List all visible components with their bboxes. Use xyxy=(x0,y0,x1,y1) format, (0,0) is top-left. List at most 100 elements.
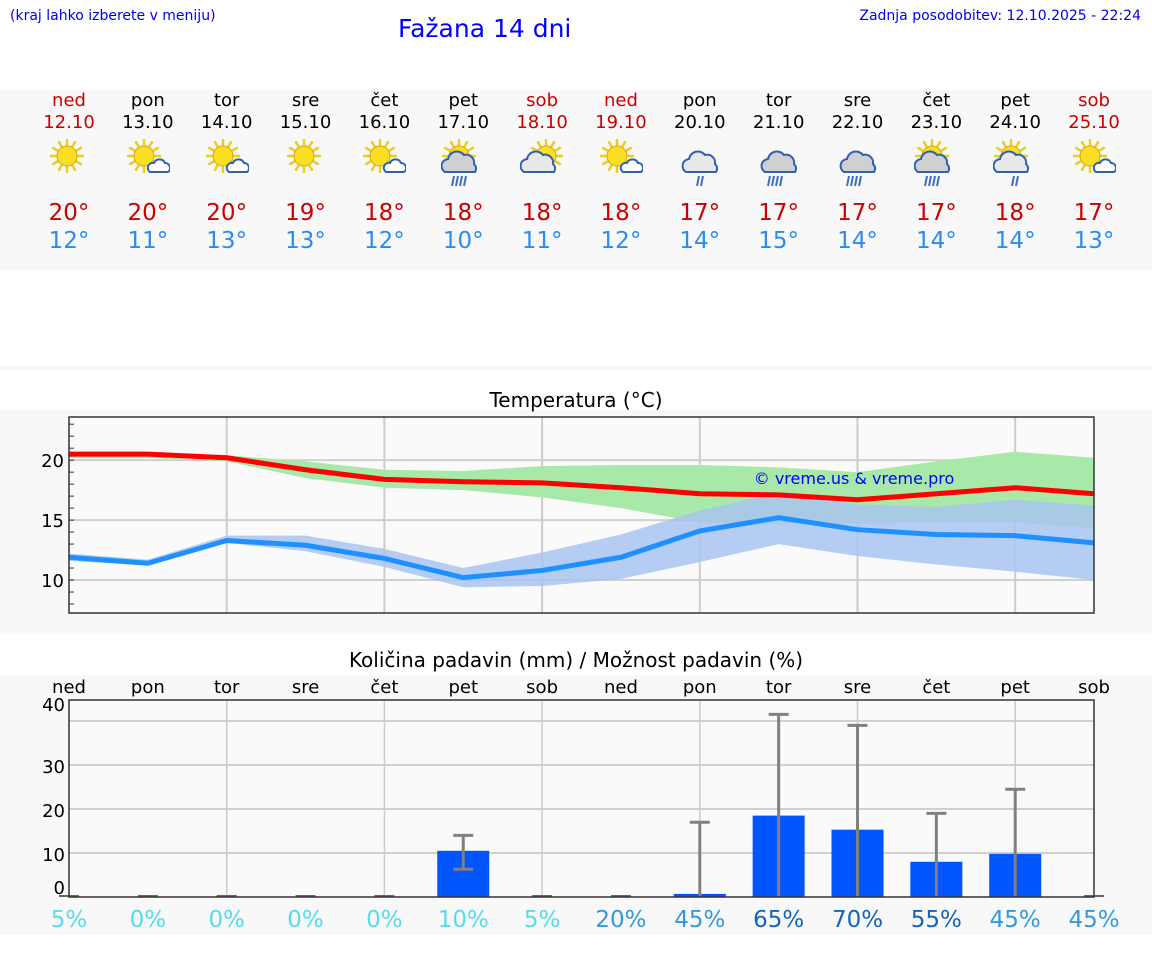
day-date: 18.10 xyxy=(516,112,568,133)
rain-drop xyxy=(699,175,704,187)
sun-ray xyxy=(940,146,948,153)
sun-ray xyxy=(1074,159,1083,166)
precipitation-probability: 45% xyxy=(990,907,1041,933)
plot-frame xyxy=(68,416,1095,614)
precipitation-probability: 20% xyxy=(595,907,646,933)
rain-icon xyxy=(451,175,468,187)
sun-ray xyxy=(936,140,942,148)
min-temperature: 14° xyxy=(915,228,957,254)
rain-drop xyxy=(455,175,460,187)
sun-ray xyxy=(293,140,300,148)
cloud-icon xyxy=(681,150,718,173)
sun-ray xyxy=(365,146,373,153)
sun-icon xyxy=(50,139,84,173)
day-label: pet xyxy=(448,677,478,698)
precipitation-probability: 70% xyxy=(832,907,883,933)
sun-ray xyxy=(467,146,475,153)
min-temperature: 12° xyxy=(364,228,405,254)
day-label: tor xyxy=(766,677,792,698)
min-temperature: 11° xyxy=(127,228,169,254)
day-date: 12.10 xyxy=(43,112,95,133)
sun-ray xyxy=(288,159,296,166)
sun-ray xyxy=(70,164,77,172)
rain-drop xyxy=(924,175,929,187)
sun-ray xyxy=(530,146,539,153)
sun-cloud-icon xyxy=(1073,139,1117,173)
sun-ray xyxy=(213,164,219,172)
sun-ray xyxy=(463,140,469,148)
y-tick-label: 10 xyxy=(42,845,65,866)
rain-drop xyxy=(845,175,850,187)
sun-ray xyxy=(134,140,140,148)
sun-ray xyxy=(57,140,64,148)
day-label: tor xyxy=(214,677,240,698)
sun-ray xyxy=(151,146,160,153)
sun-ray xyxy=(550,140,556,148)
sun-icon xyxy=(286,139,321,173)
rain-drop xyxy=(849,175,854,187)
max-temperature: 17° xyxy=(1073,200,1115,226)
weather-icon xyxy=(581,136,661,196)
min-temperature-line xyxy=(68,515,1095,581)
daily-forecast: ned 12.10 20° 12° pon 13.10 20° 11° tor 14.10 20° 1… xyxy=(0,90,1152,270)
rain-drop xyxy=(1011,175,1016,187)
sun-ray xyxy=(370,140,377,148)
day-name: pet xyxy=(448,90,479,111)
day-name: ned xyxy=(52,90,86,111)
sun-ray xyxy=(1093,140,1100,148)
max-temperature: 20° xyxy=(127,200,169,226)
day-date: 15.10 xyxy=(279,112,332,133)
cloud-shape xyxy=(225,158,250,173)
cloud-shape xyxy=(146,158,171,173)
sun-ray xyxy=(449,140,456,148)
day-date: 24.10 xyxy=(989,112,1041,133)
sun-icon xyxy=(286,139,321,173)
weather-icon xyxy=(266,136,346,196)
weather-icon xyxy=(423,136,503,196)
rain-drop xyxy=(774,175,779,187)
weather-icon xyxy=(187,136,267,196)
day-name: čet xyxy=(370,90,399,111)
sun-ray xyxy=(1015,140,1021,148)
day-label: pet xyxy=(1000,677,1030,698)
max-temperature-line xyxy=(69,451,1095,503)
weather-icon xyxy=(29,136,109,196)
precipitation-probability: 45% xyxy=(1068,907,1119,933)
day-label: ned xyxy=(52,677,86,698)
sun-ray xyxy=(1019,146,1027,153)
sun-ray xyxy=(75,159,83,166)
min-temperature: 14° xyxy=(679,228,721,254)
sun-ray xyxy=(307,140,314,148)
cloud-shape xyxy=(913,150,951,173)
sun-ray xyxy=(51,159,59,166)
precipitation-probability: 65% xyxy=(753,907,804,933)
cloud-icon xyxy=(383,158,408,173)
max-temperature: 18° xyxy=(994,200,1036,226)
cloud-icon xyxy=(992,150,1030,173)
min-temperature-range-band xyxy=(69,492,1095,588)
cloud-shape xyxy=(440,150,478,173)
precipitation-chart-title: Količina padavin (mm) / Možnost padavin … xyxy=(348,648,804,672)
sun-cloud-icon xyxy=(363,139,408,173)
sun-ray xyxy=(1098,146,1106,153)
day-date: 20.10 xyxy=(674,112,726,133)
location-hint[interactable]: (kraj lahko izberete v meniju) xyxy=(10,8,216,24)
rain-drop xyxy=(857,175,862,187)
watermark: © vreme.us & vreme.pro xyxy=(754,469,955,488)
sun-ray xyxy=(207,146,215,153)
day-label: sre xyxy=(292,677,319,698)
sun-ray xyxy=(607,164,614,172)
sun-ray xyxy=(75,146,83,153)
y-tick-label: 10 xyxy=(41,571,64,592)
rain-drop xyxy=(695,175,700,187)
weather-icon xyxy=(344,136,424,196)
rain-drop xyxy=(932,175,937,187)
day-name: sob xyxy=(1078,90,1110,111)
temperature-chart-title: Temperatura (°C) xyxy=(489,388,663,412)
precipitation-probability: 0% xyxy=(130,907,167,933)
day-name: pon xyxy=(130,90,165,111)
sun-ray xyxy=(311,159,319,166)
cloud-icon xyxy=(225,158,250,173)
sun-cloud-rain-icon xyxy=(440,139,478,187)
cloud-shape xyxy=(1092,158,1117,173)
